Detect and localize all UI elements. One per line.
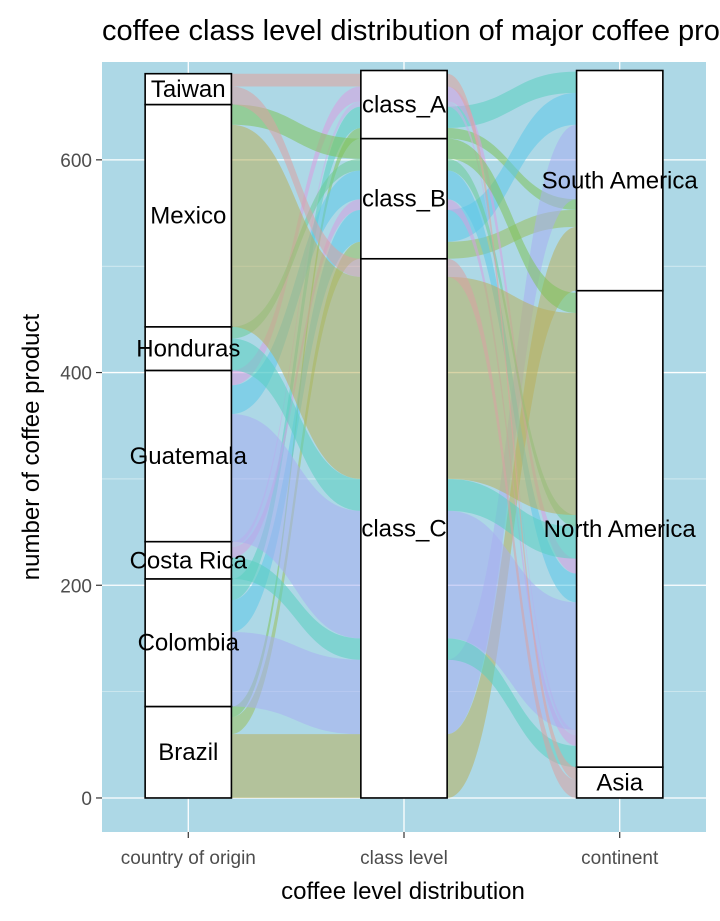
flow-segment [231,414,361,639]
chart-title: coffee class level distribution of major… [102,15,720,47]
y-tick-label: 600 [60,151,92,172]
flow-guatemala-class_c [231,414,577,730]
alluvial-flows [231,71,577,798]
y-tick-label: 400 [60,364,92,385]
flow-taiwan-class_a [231,73,577,780]
stratum-box [144,326,233,372]
y-tick-label: 200 [60,576,92,597]
flow-mexico-class_c [231,124,577,516]
stratum-label: Honduras [136,336,240,363]
stratum-label: class_A [362,92,446,119]
flow-segment [231,86,361,277]
x-tick-label: country of origin [121,848,256,869]
flow-segment [231,557,361,660]
stratum-box [144,540,233,580]
stratum-box [144,705,233,799]
y-axis: 0 200 400 600 [60,151,102,810]
stratum-label: class_B [362,186,446,213]
stratum-label: South America [542,168,699,195]
stratum-label: Brazil [158,739,218,766]
flow-segment [231,338,361,511]
flow-segment [231,632,361,735]
stratum-box [144,103,233,328]
stratum-label: Taiwan [151,76,226,103]
stratum-box [575,766,664,799]
flow-segment [447,510,577,730]
stratum-label: Guatemala [130,443,248,470]
stratum-box [360,257,448,799]
y-tick-label: 0 [81,789,92,810]
flow-segment [231,734,361,798]
x-tick-label: continent [581,848,659,869]
stratum-box [144,72,233,106]
flow-segment [447,138,577,313]
stratum-label: Asia [596,770,643,797]
flow-segment [231,124,361,479]
flow-segment [447,276,577,516]
stratum-label: North America [544,516,697,543]
flow-segment [447,71,577,128]
stratum-label: class_C [361,515,446,542]
stratum-label: Colombia [138,630,240,657]
x-tick-label: class level [360,848,448,869]
x-axis: country of origin class level continent [121,832,659,869]
x-axis-title: coffee level distribution [281,878,525,905]
stratum-box [360,69,448,140]
stratum-box [144,369,233,543]
stratum-box [575,69,664,292]
stratum-box [575,289,664,768]
y-axis-title: number of coffee product [18,313,45,580]
stratum-label: Mexico [150,203,226,230]
flow-segment [447,73,577,780]
strata: Brazil Colombia Costa Rica Guatemala Hondura… [130,69,699,799]
flow-segment [231,73,361,87]
flow-honduras-class_c [231,338,577,559]
stratum-label: Costa Rica [130,547,248,574]
flow-segment [447,478,577,559]
flow-segment [447,258,577,798]
stratum-box [360,137,448,260]
flow-taiwan-class_c [231,86,577,798]
